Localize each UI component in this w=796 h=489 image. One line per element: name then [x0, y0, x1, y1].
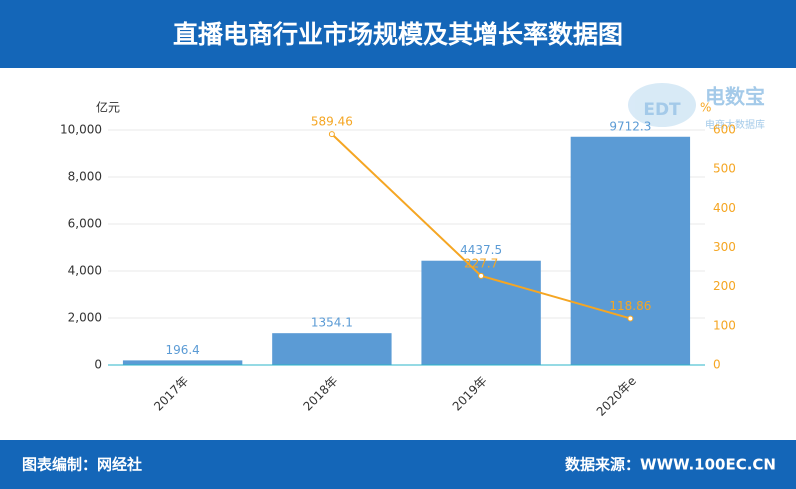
header-band — [0, 0, 796, 68]
bar-value-label: 9712.3 — [609, 119, 651, 133]
footer-band — [0, 440, 796, 489]
footer-right: 数据来源：WWW.100EC.CN — [565, 456, 776, 474]
y2-tick-label: 300 — [713, 240, 736, 254]
x-tick-label: 2020年e — [594, 374, 639, 419]
line-value-label: 227.7 — [464, 256, 498, 270]
y-tick-label: 4,000 — [68, 264, 102, 278]
watermark-logo: EDT — [643, 100, 681, 120]
bar-value-label: 196.4 — [165, 343, 199, 357]
y-axis-unit: 亿元 — [96, 100, 120, 115]
chart-title: 直播电商行业市场规模及其增长率数据图 — [173, 20, 623, 49]
bar — [272, 333, 392, 365]
y2-axis-unit: % — [700, 101, 711, 115]
line-value-label: 589.46 — [311, 115, 353, 129]
x-tick-label: 2018年 — [300, 374, 340, 414]
line-point — [328, 131, 335, 138]
bar-value-label: 4437.5 — [460, 243, 502, 257]
y-tick-label: 2,000 — [68, 311, 102, 325]
watermark-name: 电数宝 — [705, 85, 765, 109]
y-tick-label: 0 — [94, 358, 102, 372]
y2-tick-label: 400 — [713, 201, 736, 215]
line-point — [478, 272, 485, 279]
y-tick-label: 8,000 — [68, 170, 102, 184]
x-tick-label: 2017年 — [151, 374, 191, 414]
footer-left: 图表编制：网经社 — [22, 456, 142, 474]
y-tick-label: 6,000 — [68, 217, 102, 231]
y2-tick-label: 500 — [713, 162, 736, 176]
watermark-tagline: 电商大数据库 — [705, 118, 765, 131]
line-point — [627, 315, 634, 322]
y-tick-label: 10,000 — [60, 123, 102, 137]
y2-tick-label: 600 — [713, 123, 736, 137]
y2-tick-label: 0 — [713, 358, 721, 372]
watermark: EDT 电数宝 电商大数据库 — [628, 83, 765, 131]
watermark-cloud — [628, 83, 696, 127]
y2-tick-label: 200 — [713, 279, 736, 293]
bar-value-label: 1354.1 — [311, 316, 353, 330]
x-tick-label: 2019年 — [450, 374, 490, 414]
bar — [122, 360, 243, 365]
bar — [570, 136, 691, 365]
y2-tick-label: 100 — [713, 318, 736, 332]
line-value-label: 118.86 — [609, 299, 651, 313]
